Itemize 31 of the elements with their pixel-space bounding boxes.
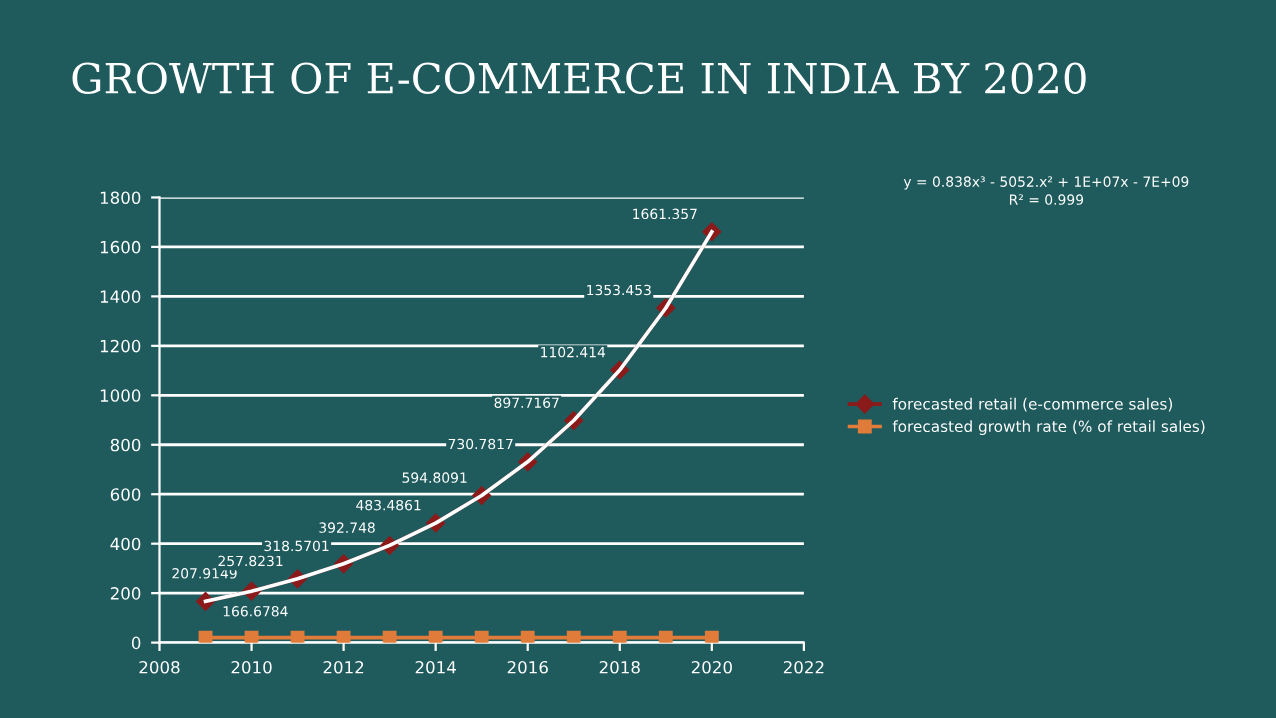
y-tick-label: 0 [131,636,141,650]
point [382,630,397,643]
point [612,630,627,643]
point [658,630,673,643]
y-tick-label: 1400 [100,290,141,303]
x-tick-label: 2020 [691,660,732,674]
point [474,630,489,643]
point [520,630,535,643]
x-tick-label: 2018 [599,660,640,674]
point [290,630,305,643]
y-tick-label: 1800 [100,191,141,205]
point [566,630,581,643]
x-tick-label: 2016 [507,660,548,674]
point [428,630,443,643]
x-tick-label: 2022 [783,660,824,674]
point [704,630,719,643]
y-tick-label: 1600 [100,240,141,254]
y-tick-label: 1200 [100,339,141,353]
x-tick-label: 2014 [415,660,456,674]
point [336,630,351,643]
chart-title: GROWTH OF E-COMMERCE IN INDIA BY 2020 [72,62,1086,94]
y-tick-label: 400 [110,537,141,551]
x-tick-label: 2008 [139,660,180,674]
point [198,630,213,643]
y-tick-label: 200 [110,587,141,600]
y-tick-label: 600 [110,488,141,501]
y-tick-label: 1000 [100,389,141,402]
y-tick-label: 800 [110,438,141,452]
x-tick-label: 2012 [323,660,364,674]
x-tick-label: 2010 [231,660,272,674]
point [244,630,259,643]
